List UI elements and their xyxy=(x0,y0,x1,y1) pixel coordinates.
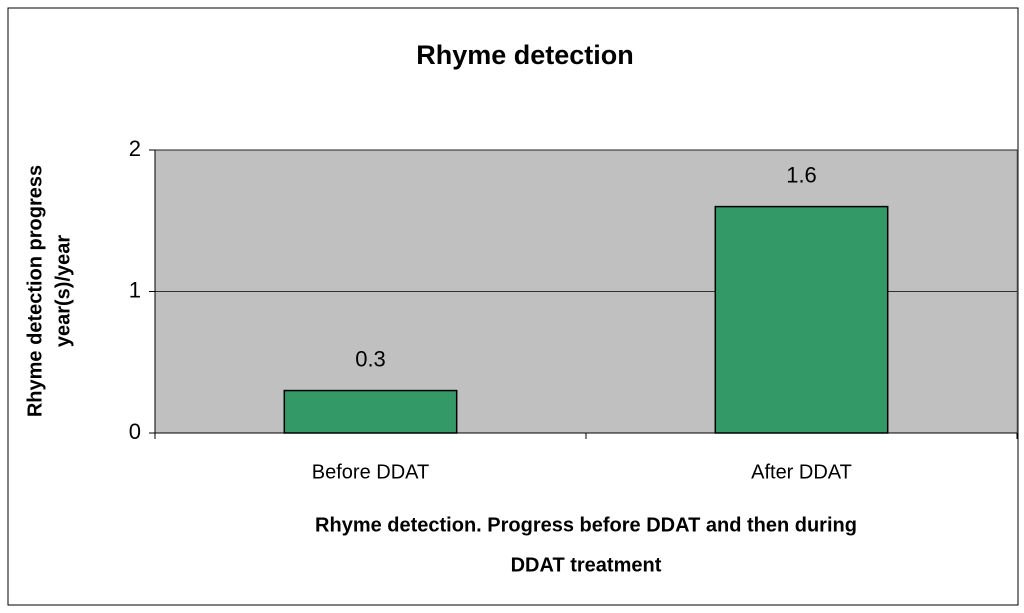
data-label: 1.6 xyxy=(786,162,817,187)
y-axis-label: Rhyme detection progress xyxy=(24,165,46,417)
y-tick-label: 0 xyxy=(129,419,141,444)
x-tick-label: After DDAT xyxy=(751,461,852,483)
y-tick-label: 2 xyxy=(129,136,141,161)
bar xyxy=(714,205,889,434)
bar xyxy=(283,389,458,434)
x-axis-label: DDAT treatment xyxy=(511,554,662,576)
y-axis-label: year(s)/year xyxy=(52,235,74,348)
data-label: 0.3 xyxy=(355,346,386,371)
x-tick-label: Before DDAT xyxy=(312,461,429,483)
chart-title: Rhyme detection xyxy=(416,40,634,70)
x-axis-label: Rhyme detection. Progress before DDAT an… xyxy=(315,514,857,536)
y-tick-label: 1 xyxy=(129,277,141,302)
